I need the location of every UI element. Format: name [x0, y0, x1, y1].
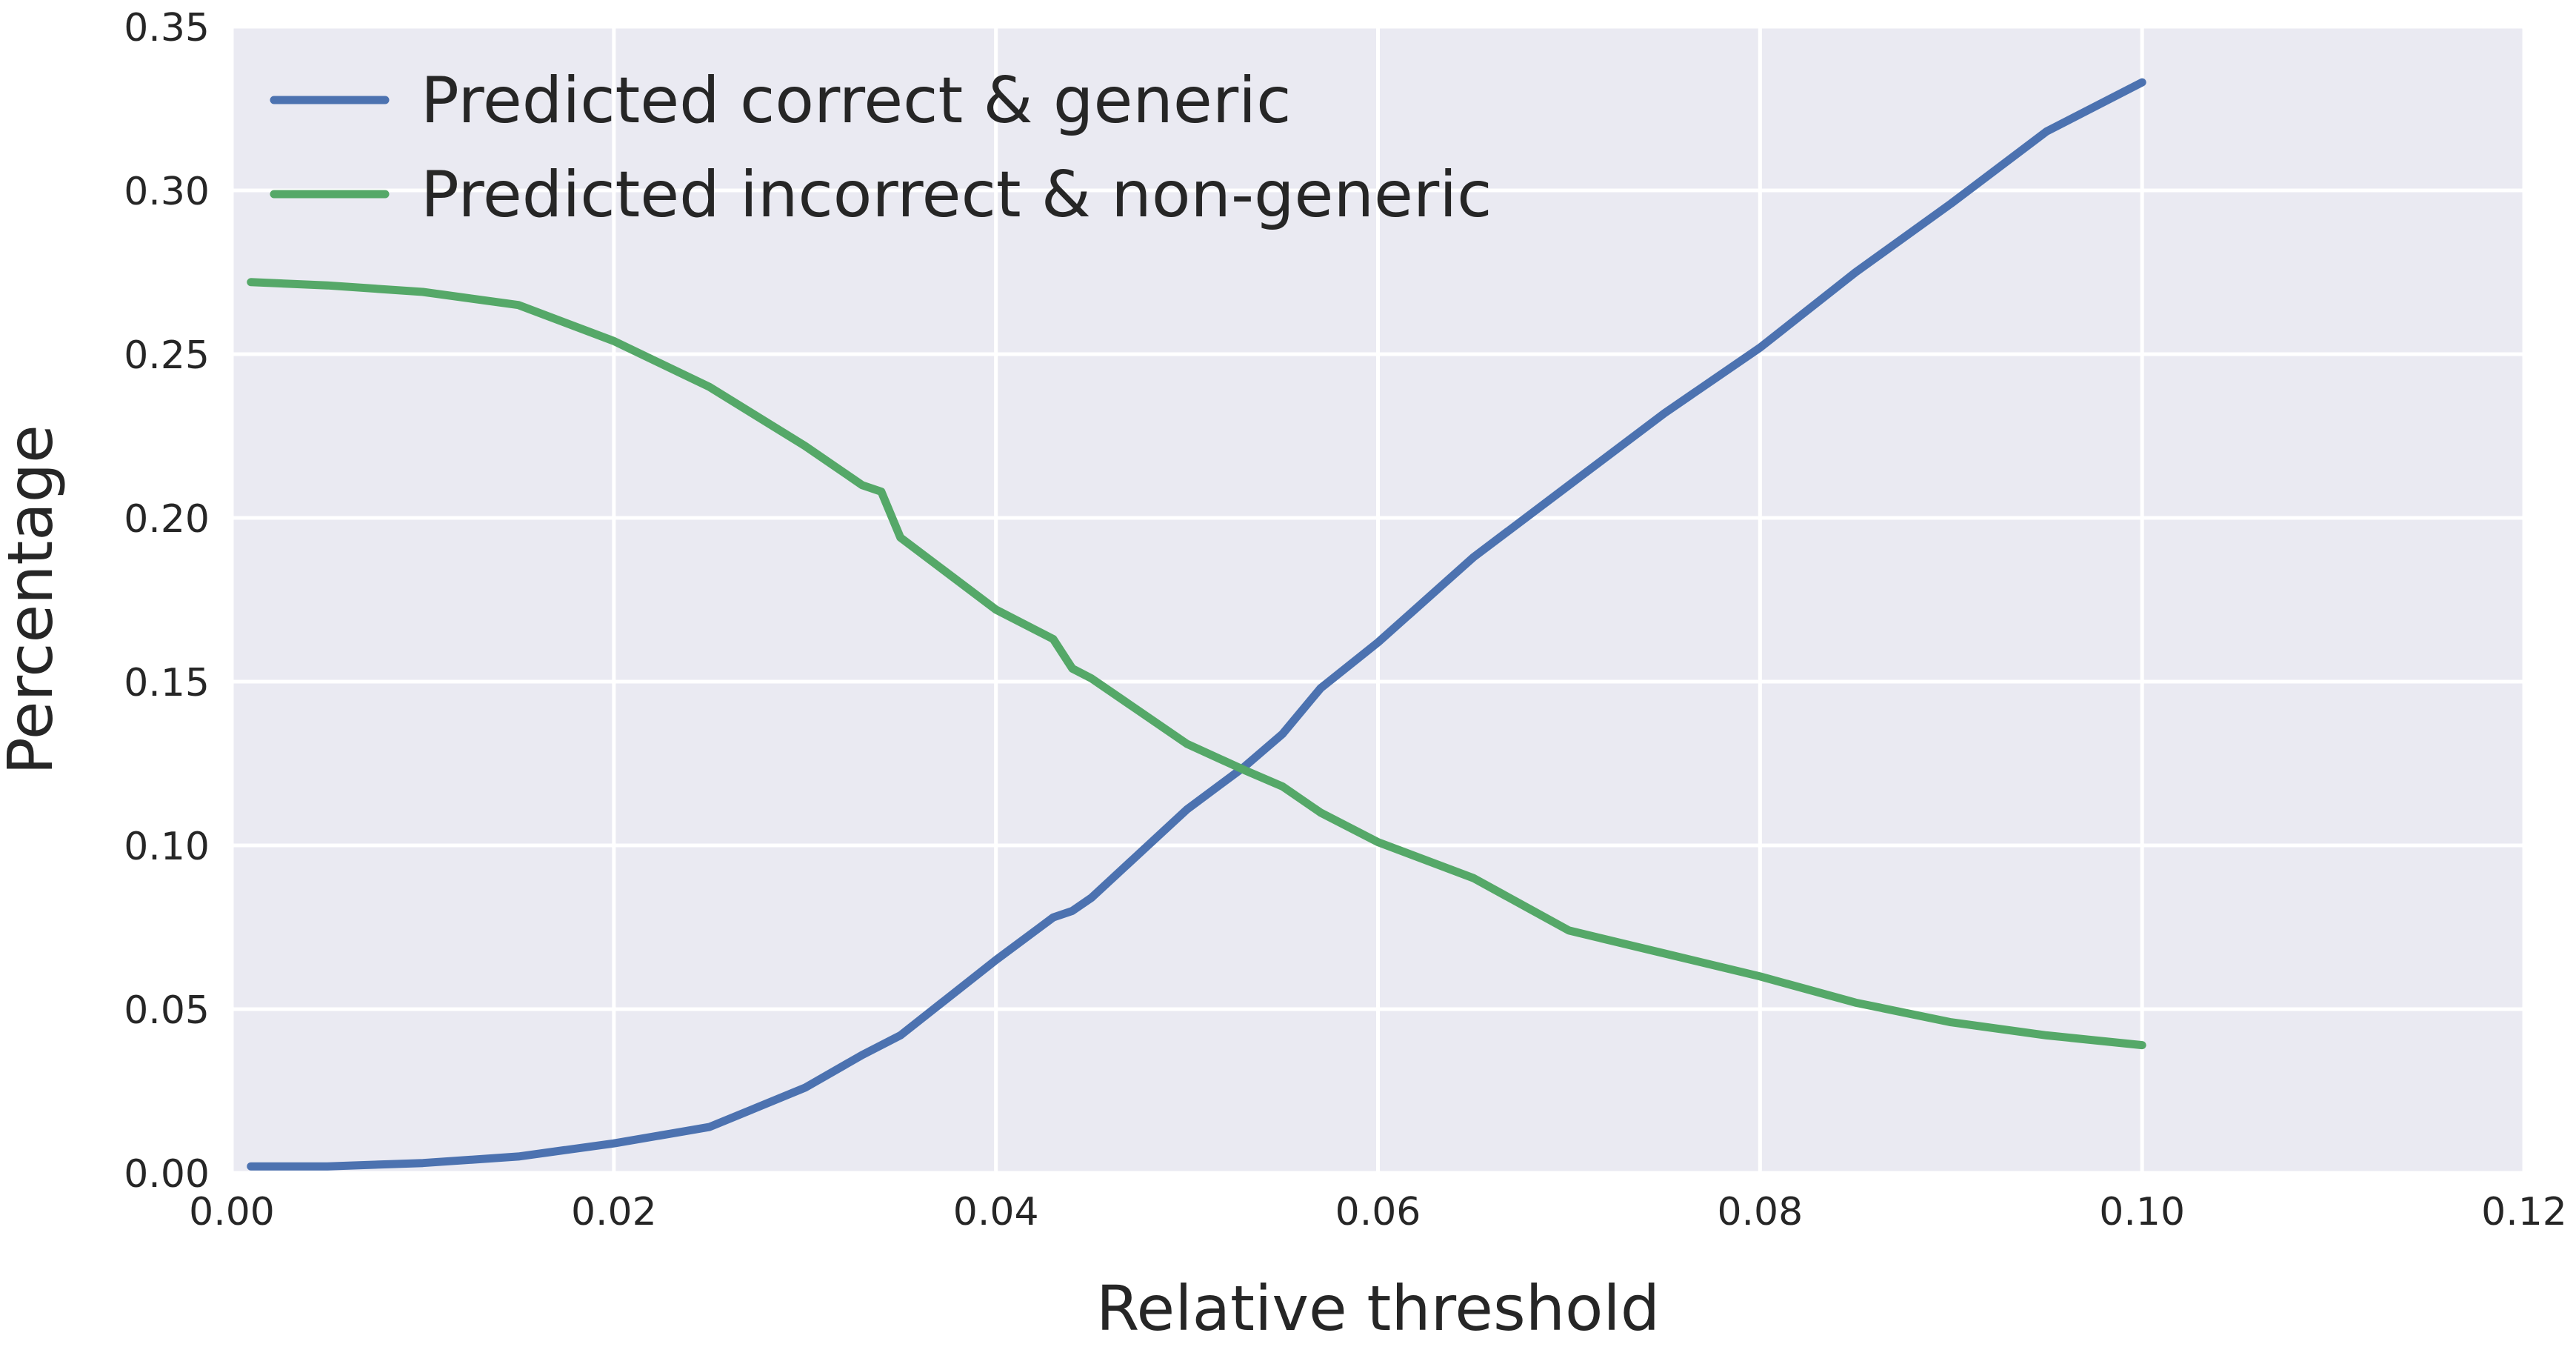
- x-tick-label: 0.02: [571, 1190, 657, 1234]
- y-tick-label: 0.25: [124, 333, 210, 378]
- x-tick-label: 0.10: [2099, 1190, 2185, 1234]
- legend-label-correct-generic: Predicted correct & generic: [421, 64, 1291, 138]
- legend: Predicted correct & generic Predicted in…: [270, 64, 1492, 232]
- y-tick-label: 0.15: [124, 661, 210, 705]
- y-tick-labels: 0.00 0.05 0.10 0.15 0.20 0.25 0.30 0.35: [124, 6, 210, 1197]
- x-tick-label: 0.12: [2481, 1190, 2567, 1234]
- series-line-1: [247, 278, 2146, 1050]
- y-tick-label: 0.30: [124, 170, 210, 214]
- x-axis-label: Relative threshold: [1096, 1272, 1660, 1345]
- series-lines: [247, 78, 2146, 1171]
- y-tick-label: 0.35: [124, 6, 210, 50]
- legend-label-incorrect-non-generic: Predicted incorrect & non-generic: [421, 158, 1492, 232]
- y-tick-label: 0.05: [124, 988, 210, 1033]
- y-tick-label: 0.20: [124, 497, 210, 542]
- y-tick-label: 0.10: [124, 825, 210, 869]
- series-line-0: [247, 78, 2146, 1171]
- x-tick-labels: 0.00 0.02 0.04 0.06 0.08 0.10 0.12: [189, 1190, 2567, 1234]
- x-tick-label: 0.00: [189, 1190, 275, 1234]
- y-axis-label: Percentage: [0, 425, 67, 775]
- x-tick-label: 0.08: [1717, 1190, 1803, 1234]
- y-tick-label: 0.00: [124, 1152, 210, 1197]
- x-tick-label: 0.06: [1335, 1190, 1421, 1234]
- x-tick-label: 0.04: [953, 1190, 1039, 1234]
